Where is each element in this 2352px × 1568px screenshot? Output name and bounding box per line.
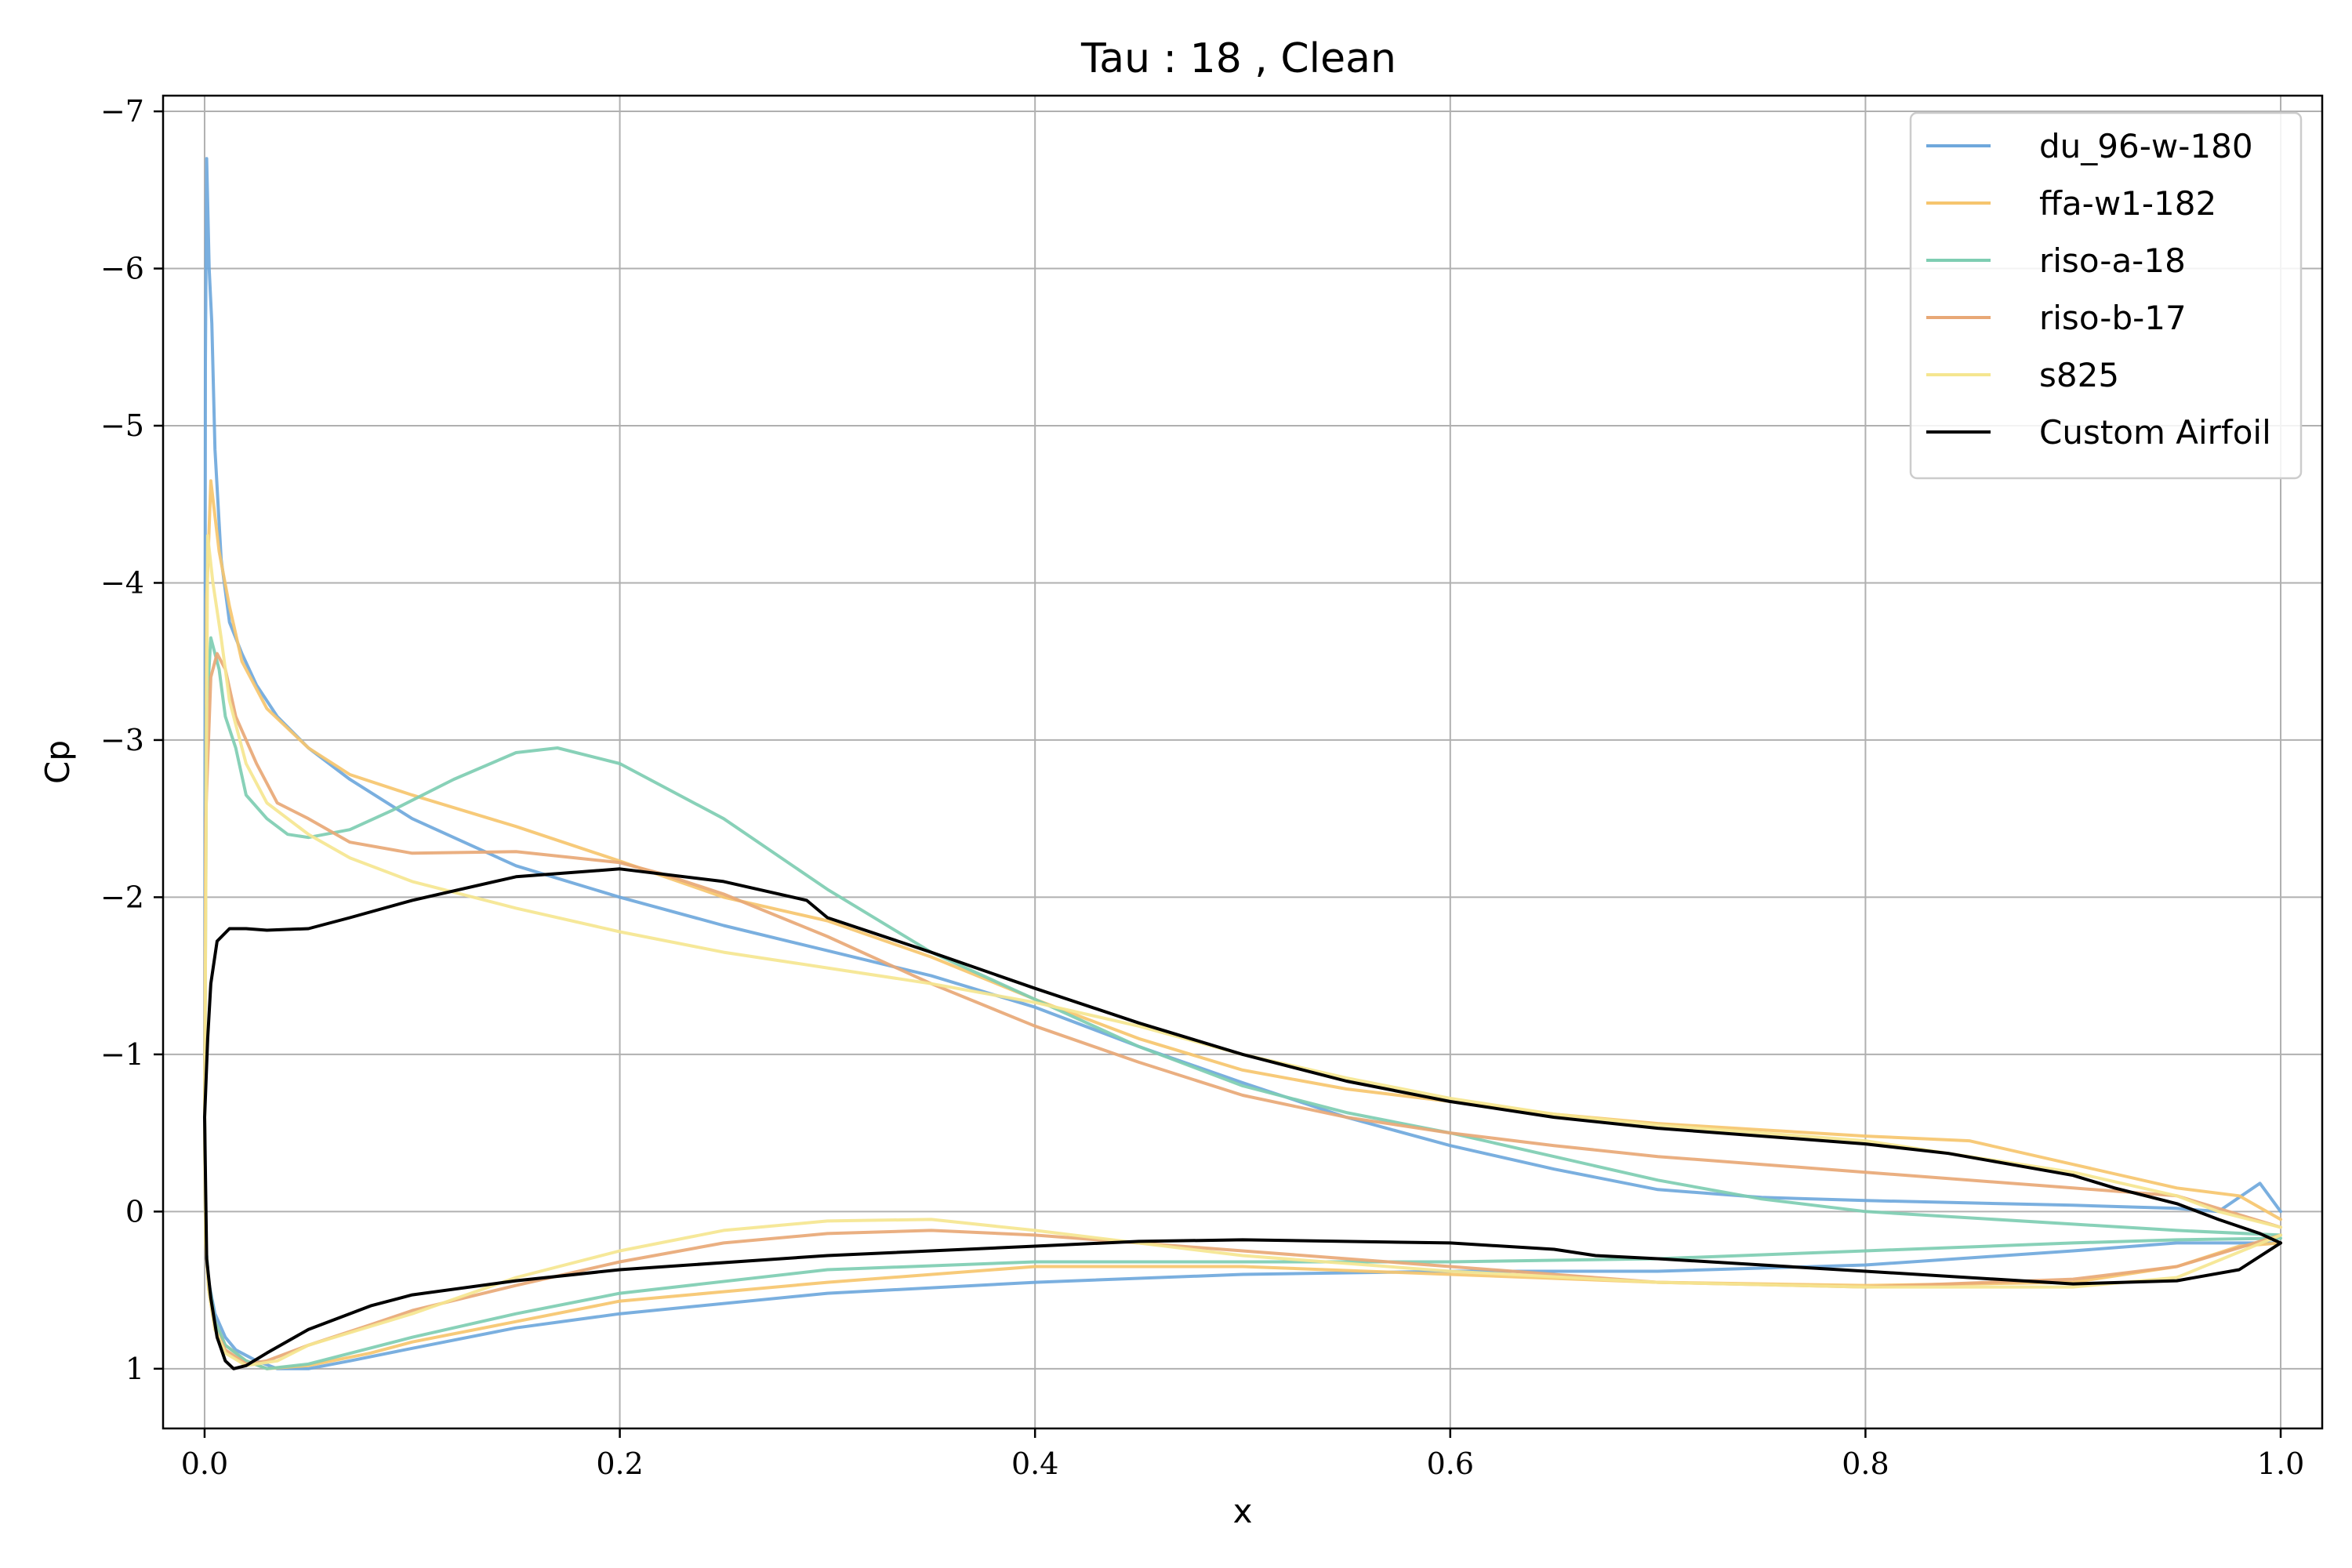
legend-label: riso-a-18	[2039, 241, 2186, 280]
series-line-riso-b-17	[203, 652, 2282, 1366]
grid	[163, 96, 2322, 1428]
x-tick-label: 0.0	[181, 1446, 228, 1481]
x-tick-label: 0.6	[1427, 1446, 1474, 1481]
series-layer	[203, 157, 2282, 1370]
y-axis-label: Cp	[38, 740, 77, 784]
legend: du_96-w-180 ffa-w1-182 riso-a-18 riso-b-17 s…	[1909, 111, 2303, 480]
y-tick-label: −2	[100, 880, 144, 914]
y-tick-label: −6	[100, 252, 144, 286]
x-tick-label: 0.8	[1842, 1446, 1889, 1481]
legend-label: ffa-w1-182	[2039, 184, 2216, 223]
y-tick-label: −5	[100, 408, 144, 443]
x-axis-label: x	[1233, 1492, 1253, 1530]
x-tick-label: 0.2	[596, 1446, 643, 1481]
chart-title: Tau : 18 , Clean	[1080, 35, 1396, 82]
axis-ticks: 0.0 0.2 0.4 0.6 0.8 1.0 −7 −6 −5 −4 −3 −2 −1 0 1	[100, 94, 2304, 1481]
legend-label: du_96-w-180	[2039, 127, 2253, 165]
y-tick-label: 1	[125, 1352, 144, 1386]
x-tick-label: 0.4	[1011, 1446, 1058, 1481]
legend-label: riso-b-17	[2039, 299, 2187, 337]
series-line-riso-a-18	[203, 636, 2282, 1370]
legend-label: s825	[2039, 356, 2119, 394]
y-tick-label: 0	[125, 1194, 144, 1229]
y-tick-label: −1	[100, 1037, 144, 1072]
series-line-s825	[203, 534, 2282, 1367]
y-tick-label: −4	[100, 565, 144, 600]
plot-area-frame	[162, 94, 2324, 1430]
y-tick-label: −3	[100, 723, 144, 757]
y-tick-label: −7	[100, 94, 144, 129]
legend-label: Custom Airfoil	[2039, 413, 2271, 452]
series-line-du-96-w-180	[203, 157, 2282, 1370]
legend-box	[1909, 111, 2303, 480]
x-tick-label: 1.0	[2257, 1446, 2304, 1481]
series-line-custom-airfoil	[203, 867, 2282, 1370]
